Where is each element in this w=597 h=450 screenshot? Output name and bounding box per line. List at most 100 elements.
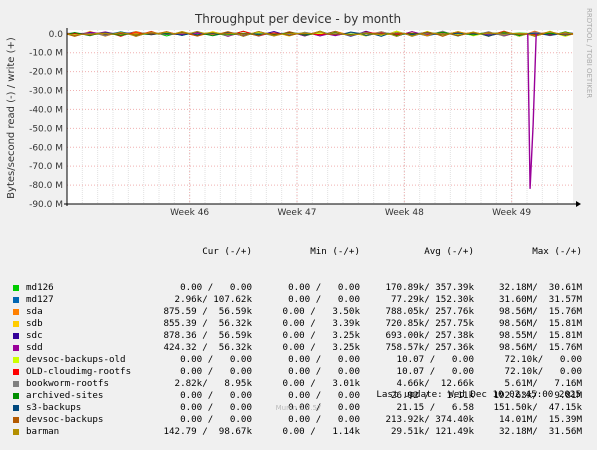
y-tick-label: -50.0 M: [29, 124, 63, 134]
legend-min: 0.00 / 0.00: [288, 390, 360, 401]
legend-cur: 878.36 / 56.59k: [163, 330, 252, 341]
legend-row: sdc 878.36 / 56.59k 0.00 / 3.25k 693.00k/ 2…: [0, 330, 597, 342]
legend-avg: 720.85k/ 257.75k: [385, 318, 474, 329]
legend-swatch: [13, 405, 19, 411]
legend-name: sdc: [26, 330, 43, 341]
legend-min: 0.00 / 3.01k: [282, 378, 360, 389]
chart-title: Throughput per device - by month: [194, 12, 401, 26]
grid: [67, 30, 573, 205]
throughput-chart: Throughput per device - by month RRDTOOL…: [6, 8, 593, 218]
y-tick-label: -70.0 M: [29, 162, 63, 172]
legend-swatch: [13, 321, 19, 327]
legend-row: s3-backups 0.00 / 0.00 0.00 / 0.00 21.15 / …: [0, 402, 597, 414]
legend-max: 32.18M/ 31.56M: [499, 426, 582, 437]
read-spike-line: [527, 33, 537, 189]
legend-row: md127 2.96k/ 107.62k 0.00 / 0.00 77.29k/ 15…: [0, 294, 597, 306]
legend-swatch: [13, 393, 19, 399]
y-tick-label: -40.0 M: [29, 105, 63, 115]
x-tick-label: Week 46: [170, 208, 209, 218]
legend-name: bookworm-rootfs: [26, 378, 109, 389]
legend-avg: 10.07 / 0.00: [396, 366, 474, 377]
legend-name: barman: [26, 426, 60, 437]
x-tick-label: Week 48: [385, 208, 424, 218]
legend-max: 98.56M/ 15.76M: [499, 342, 582, 353]
legend-row: devsoc-backups 0.00 / 0.00 0.00 / 0.00 213.…: [0, 414, 597, 426]
legend-cur: 2.96k/ 107.62k: [174, 294, 252, 305]
y-tick-label: -30.0 M: [29, 87, 63, 97]
legend-row: sdb 855.39 / 56.32k 0.00 / 3.39k 720.85k/ 2…: [0, 318, 597, 330]
legend-cur: 0.00 / 0.00: [180, 402, 252, 413]
legend-avg: 213.92k/ 374.40k: [385, 414, 474, 425]
legend-swatch: [13, 429, 19, 435]
header-max: Max (-/+): [532, 246, 582, 257]
legend-table: Cur (-/+) Min (-/+) Avg (-/+) Max (-/+) …: [0, 222, 597, 450]
header-avg: Avg (-/+): [424, 246, 474, 257]
munin-version: Munin 2.0.57: [275, 404, 322, 412]
legend-row: bookworm-rootfs 2.82k/ 8.95k 0.00 / 3.01k 4…: [0, 378, 597, 390]
legend-max: 192.63k/ 9.81M: [493, 390, 582, 401]
legend-avg: 10.07 / 0.00: [396, 354, 474, 365]
legend-name: md126: [26, 282, 54, 293]
legend-swatch: [13, 297, 19, 303]
legend-swatch: [13, 309, 19, 315]
legend-swatch: [13, 333, 19, 339]
header-min: Min (-/+): [310, 246, 360, 257]
legend-cur: 0.00 / 0.00: [180, 282, 252, 293]
y-tick-label: -10.0 M: [29, 49, 63, 59]
series-line: [66, 30, 574, 37]
legend-name: md127: [26, 294, 54, 305]
legend-row: archived-sites 0.00 / 0.00 0.00 / 0.00 26.9…: [0, 390, 597, 402]
legend-name: sda: [26, 306, 43, 317]
legend-avg: 4.66k/ 12.66k: [396, 378, 474, 389]
y-ticks: 0.0 -10.0 M -20.0 M -30.0 M -40.0 M -50.0 M -6…: [29, 30, 63, 210]
legend-cur: 0.00 / 0.00: [180, 354, 252, 365]
legend-cur: 855.39 / 56.32k: [163, 318, 252, 329]
legend-cur: 0.00 / 0.00: [180, 366, 252, 377]
legend-max: 32.18M/ 30.61M: [499, 282, 582, 293]
legend-min: 0.00 / 0.00: [288, 294, 360, 305]
legend-min: 0.00 / 0.00: [288, 366, 360, 377]
legend-cur: 0.00 / 0.00: [180, 414, 252, 425]
legend-max: 5.61M/ 7.16M: [504, 378, 582, 389]
plot-area: [67, 30, 573, 204]
y-tick-label: -20.0 M: [29, 68, 63, 78]
x-tick-label: Week 47: [278, 208, 317, 218]
y-tick-label: -90.0 M: [29, 200, 63, 210]
header-cur: Cur (-/+): [202, 246, 252, 257]
legend-swatch: [13, 369, 19, 375]
legend-name: sdb: [26, 318, 43, 329]
legend-swatch: [13, 417, 19, 423]
legend-swatch: [13, 285, 19, 291]
legend-max: 98.56M/ 15.81M: [499, 318, 582, 329]
legend-cur: 2.82k/ 8.95k: [174, 378, 252, 389]
legend-min: 0.00 / 3.25k: [282, 342, 360, 353]
y-axis-label: Bytes/second read (-) / write (+): [6, 37, 17, 199]
legend-max: 98.56M/ 15.76M: [499, 306, 582, 317]
legend-min: 0.00 / 3.39k: [282, 318, 360, 329]
legend-cur: 142.79 / 98.67k: [163, 426, 252, 437]
legend-rows: md126 0.00 / 0.00 0.00 / 0.00 170.89k/ 357.…: [0, 282, 597, 438]
x-ticks: Week 46 Week 47 Week 48 Week 49: [170, 208, 531, 218]
legend-row: barman 142.79 / 98.67k 0.00 / 1.14k 29.51k/…: [0, 426, 597, 438]
legend-name: devsoc-backups: [26, 414, 104, 425]
legend-avg: 26.92 / 1.11k: [391, 390, 474, 401]
legend-name: devsoc-backups-old: [26, 354, 126, 365]
legend-avg: 21.15 / 6.58: [396, 402, 474, 413]
legend-row: sdd 424.32 / 56.32k 0.00 / 3.25k 758.57k/ 2…: [0, 342, 597, 354]
y-tick-label: -80.0 M: [29, 181, 63, 191]
x-axis-arrow: [576, 201, 581, 207]
legend-max: 151.50k/ 47.15k: [493, 402, 582, 413]
legend-cur: 424.32 / 56.32k: [163, 342, 252, 353]
legend-max: 31.60M/ 31.57M: [499, 294, 582, 305]
legend-avg: 788.05k/ 257.76k: [385, 306, 474, 317]
legend-name: sdd: [26, 342, 43, 353]
legend-swatch: [13, 381, 19, 387]
legend-max: 14.01M/ 15.39M: [499, 414, 582, 425]
legend-cur: 0.00 / 0.00: [180, 390, 252, 401]
legend-avg: 77.29k/ 152.30k: [391, 294, 474, 305]
legend-swatch: [13, 345, 19, 351]
legend-min: 0.00 / 0.00: [288, 354, 360, 365]
legend-min: 0.00 / 0.00: [288, 402, 360, 413]
legend-row: devsoc-backups-old 0.00 / 0.00 0.00 / 0.00…: [0, 354, 597, 366]
legend-avg: 693.00k/ 257.38k: [385, 330, 474, 341]
